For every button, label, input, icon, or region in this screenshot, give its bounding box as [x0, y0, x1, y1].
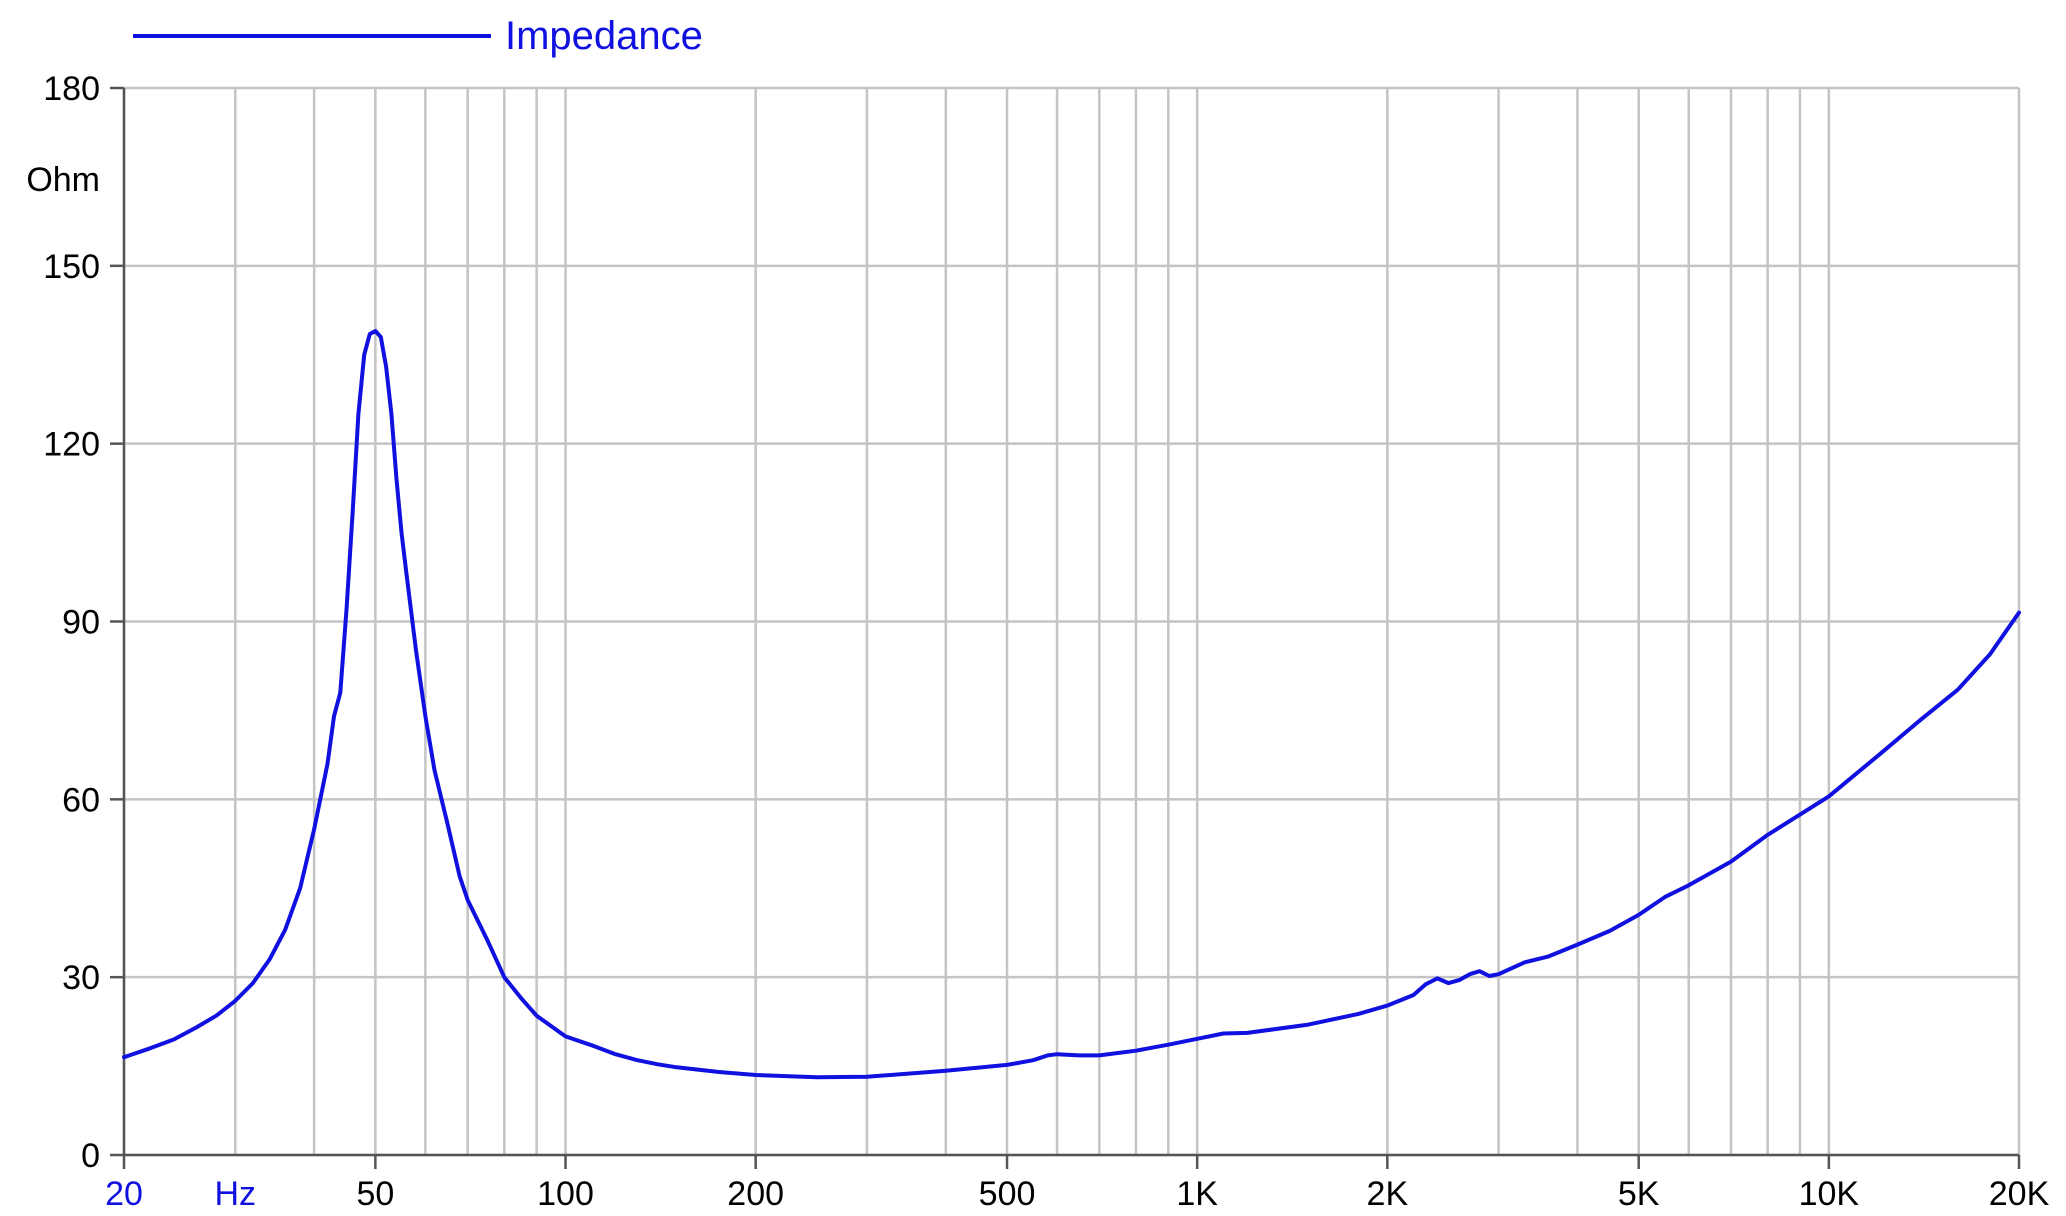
axis-layer [110, 86, 2021, 1169]
impedance-series-line [122, 329, 2021, 1080]
x-tick-label: 20 [105, 1175, 143, 1213]
x-tick-label: 500 [979, 1175, 1036, 1213]
grid-layer [122, 86, 2021, 1157]
y-tick-label: 30 [62, 959, 100, 997]
legend: Impedance [133, 6, 703, 66]
x-tick-label: 5K [1618, 1175, 1660, 1213]
x-tick-label: 200 [727, 1175, 784, 1213]
legend-label-impedance: Impedance [505, 14, 703, 58]
x-tick-label: 2K [1367, 1175, 1409, 1213]
label-layer: 0 30 60 90 120 150 180 Ohm 20 50 100 200 500 1K 2K 5K 10… [26, 70, 2049, 1213]
y-tick-label: 90 [62, 604, 100, 642]
x-tick-label: 100 [537, 1175, 594, 1213]
x-tick-label: 1K [1176, 1175, 1218, 1213]
y-tick-label: 180 [43, 70, 100, 108]
x-axis-unit-label: Hz [214, 1175, 256, 1213]
y-tick-label: 0 [81, 1137, 100, 1175]
y-axis-unit-label: Ohm [26, 161, 100, 199]
x-tick-label: 10K [1799, 1175, 1860, 1213]
y-tick-label: 60 [62, 781, 100, 819]
y-tick-label: 120 [43, 426, 100, 464]
x-tick-label: 20K [1989, 1175, 2050, 1213]
series-layer [122, 329, 2021, 1080]
legend-swatch-impedance [133, 34, 491, 38]
y-tick-label: 150 [43, 248, 100, 286]
x-tick-label: 50 [356, 1175, 394, 1213]
